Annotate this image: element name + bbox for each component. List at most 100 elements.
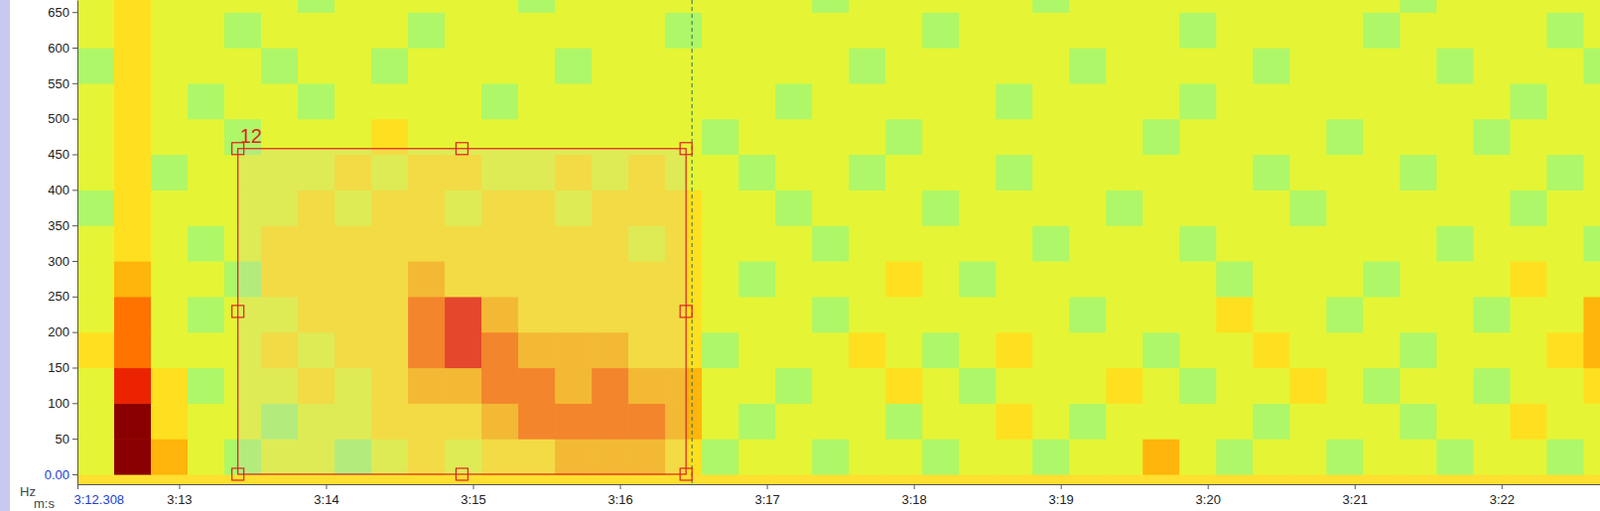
cell <box>114 367 152 403</box>
cell <box>922 83 960 120</box>
x-tick-label: 3:21 <box>1342 492 1368 508</box>
cell <box>150 367 189 403</box>
cell <box>77 332 116 369</box>
cell <box>1399 367 1438 403</box>
cell <box>1252 154 1291 191</box>
cell <box>407 47 446 84</box>
cell <box>775 119 813 155</box>
cell <box>811 119 850 155</box>
cell <box>114 11 152 48</box>
cell <box>1215 0 1254 13</box>
cell <box>1472 438 1511 475</box>
cell <box>224 47 263 84</box>
cell <box>1326 367 1364 403</box>
cell <box>114 47 152 84</box>
cell <box>1215 402 1254 439</box>
cell <box>1032 154 1070 191</box>
cell <box>334 47 373 84</box>
cell <box>701 261 740 297</box>
cell <box>701 225 740 262</box>
y-tick-label: 300 <box>47 254 70 269</box>
cell <box>885 154 924 191</box>
y-tick-mark <box>72 119 78 121</box>
cell <box>701 402 740 439</box>
cell <box>922 119 960 155</box>
cell <box>1362 225 1401 262</box>
cell <box>114 119 152 155</box>
cell <box>518 0 556 13</box>
cell <box>1362 438 1401 475</box>
cell <box>150 47 189 84</box>
cell <box>922 332 960 369</box>
cell <box>995 225 1034 262</box>
cell <box>958 119 997 155</box>
cell <box>1326 261 1364 297</box>
cell <box>150 438 189 475</box>
cell <box>1362 332 1401 369</box>
x-axis-title: m:s <box>33 496 55 511</box>
cell <box>481 47 520 84</box>
cell <box>1068 154 1107 191</box>
cell <box>1032 438 1070 475</box>
cell <box>848 296 887 333</box>
cell <box>150 154 189 191</box>
cell <box>1509 83 1548 120</box>
cell <box>1105 261 1144 297</box>
cell <box>1509 332 1548 369</box>
y-tick: 650 <box>47 4 78 20</box>
cell <box>1289 402 1328 439</box>
cell <box>1215 11 1254 48</box>
cell <box>334 11 373 48</box>
cell <box>848 83 887 120</box>
cell <box>1105 402 1144 439</box>
x-tick: 3:19 <box>1049 484 1074 508</box>
cell <box>444 47 483 84</box>
cell <box>1326 83 1364 120</box>
cell <box>591 47 630 84</box>
cell <box>995 11 1034 48</box>
cell <box>187 332 226 369</box>
cell <box>1362 47 1401 84</box>
cell <box>77 11 116 48</box>
cell <box>187 83 226 120</box>
cell <box>1546 189 1585 226</box>
cell <box>1583 47 1600 84</box>
selection-handle <box>232 468 245 481</box>
cell <box>665 11 703 48</box>
cell <box>1326 225 1364 262</box>
cell <box>77 83 116 120</box>
cell <box>1472 83 1511 120</box>
cell <box>1362 154 1401 191</box>
cell <box>958 261 997 297</box>
x-tick-mark <box>1354 484 1356 490</box>
cell <box>995 438 1034 475</box>
cell <box>187 402 226 439</box>
cell <box>1436 296 1474 333</box>
cell <box>1105 154 1144 191</box>
cell <box>811 367 850 403</box>
cell <box>1105 438 1144 475</box>
cell <box>1472 11 1511 48</box>
cell <box>775 47 813 84</box>
cell <box>1399 438 1438 475</box>
cell <box>995 119 1034 155</box>
cell <box>738 225 777 262</box>
cell <box>1546 0 1585 13</box>
cell <box>922 154 960 191</box>
cell <box>1068 261 1107 297</box>
cell <box>77 296 116 333</box>
x-tick: 3:18 <box>901 484 927 508</box>
y-tick: 50 <box>55 431 78 447</box>
y-tick-label: 50 <box>55 431 70 447</box>
cell <box>1289 296 1328 333</box>
cell <box>1105 225 1144 262</box>
cell <box>1509 0 1548 13</box>
y-tick-label: 100 <box>47 396 70 411</box>
cell <box>885 189 924 226</box>
x-tick-mark <box>77 484 79 490</box>
cell <box>1179 438 1217 475</box>
x-axis-line <box>78 484 1600 486</box>
cell <box>1436 119 1474 155</box>
cell <box>1179 332 1217 369</box>
cell <box>922 261 960 297</box>
